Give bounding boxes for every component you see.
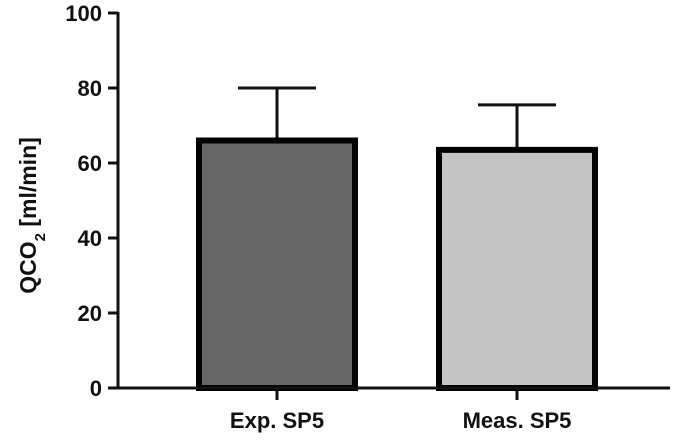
y-tick-label-80: 80	[78, 76, 102, 101]
bar-2	[436, 146, 598, 391]
y-axis-title-main: QCO	[15, 241, 41, 293]
y-axis-title-unit: [ml/min]	[15, 137, 41, 233]
y-tick-label-100: 100	[65, 1, 102, 26]
x-tick-label-2: Meas. SP5	[463, 408, 572, 433]
y-axis-title-text: QCO2 [ml/min]	[15, 137, 49, 294]
y-axis-title: QCO2 [ml/min]	[15, 137, 49, 294]
y-axis-title-subscript: 2	[32, 233, 49, 241]
bar-1	[196, 137, 358, 391]
x-tick-label-1: Exp. SP5	[230, 408, 324, 433]
y-tick-label-60: 60	[78, 151, 102, 176]
chart-axes: Exp. SP5 Meas. SP5 0 20 40 60 80 100	[65, 1, 670, 433]
y-tick-label-0: 0	[90, 376, 102, 401]
y-tick-label-40: 40	[78, 226, 102, 251]
chart-marks	[196, 86, 598, 391]
y-tick-label-20: 20	[78, 301, 102, 326]
